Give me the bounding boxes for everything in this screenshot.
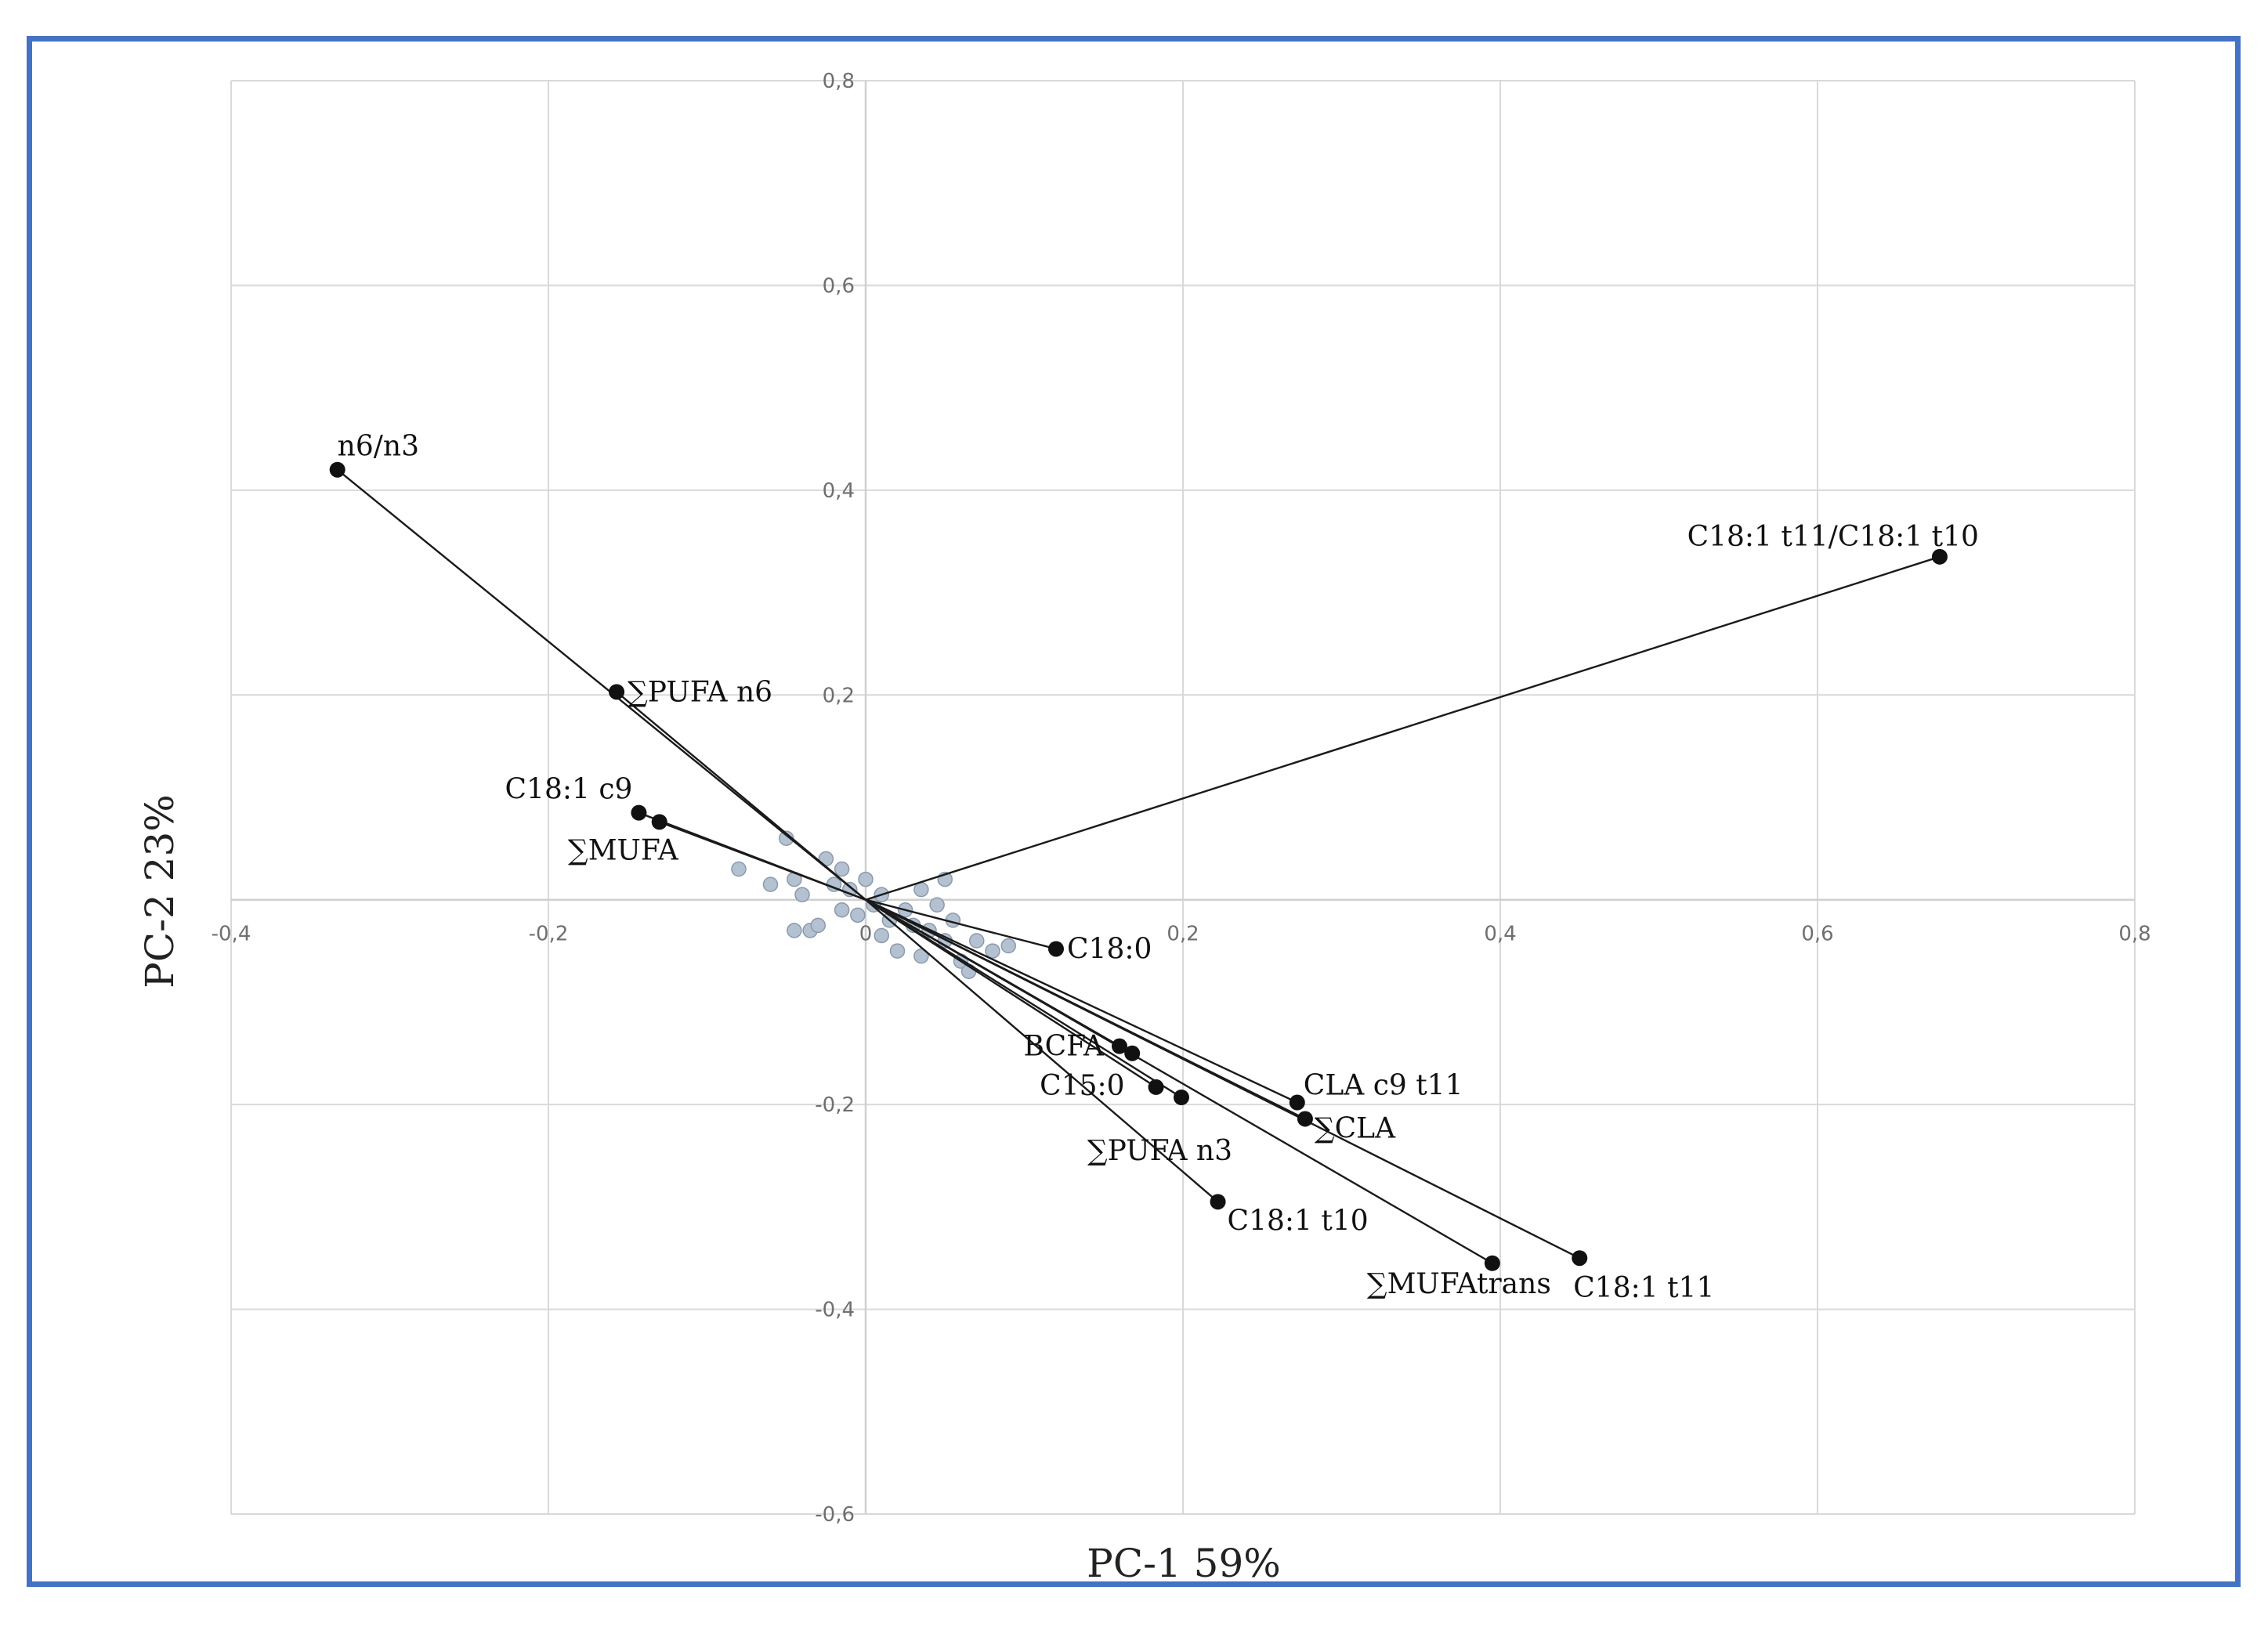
observation-point [834,861,850,877]
loading-point [1048,941,1064,957]
loading-point [1484,1255,1500,1271]
loading-label: ∑MUFA [568,834,679,866]
observation-point [889,943,906,959]
observation-point [969,933,985,949]
observation-point [810,917,826,934]
pca-biplot: -0,4 -0,2 0 0,2 0,4 0,6 0,8 -0,6 -0,4 -0,2 0,2 0,4 0… [137,70,2151,1581]
observation-point [913,948,929,964]
loading-vector [336,468,866,901]
observation-point [762,876,779,892]
loading-point [1289,1094,1305,1111]
loading-point [631,804,647,821]
loading-point [1297,1111,1313,1127]
y-tick-label: -0,2 [815,1093,855,1117]
x-tick-label: 0,4 [1484,923,1516,946]
observation-point [731,861,747,877]
loading-label: ∑CLA [1315,1112,1396,1144]
observation-point [985,943,1000,959]
loading-point [1112,1038,1127,1054]
x-tick-label: 0 [859,923,873,946]
loading-point [1173,1089,1189,1105]
loading-label: ∑PUFA n6 [628,676,772,708]
x-axis-title: PC-1 59% [1087,1541,1281,1581]
figure-frame: -0,4 -0,2 0 0,2 0,4 0,6 0,8 -0,6 -0,4 -0,2 0,2 0,4 0… [27,36,2241,1587]
x-tick-label: -0,4 [212,923,251,946]
loading-label: ∑MUFAtrans [1367,1268,1551,1300]
y-tick-label: 0,2 [823,684,855,707]
observation-point [850,907,866,923]
y-tick-label: -0,4 [815,1299,855,1322]
observation-point [858,871,874,887]
x-tick-label: 0,8 [2118,923,2150,946]
loading-point [329,461,345,478]
loading-vector [865,898,1182,1099]
loading-vector [865,898,1219,1203]
loading-vector [865,898,1298,1104]
observation-point [787,923,802,938]
y-tick-label: 0,4 [823,479,855,503]
loading-label: ∑PUFA n3 [1087,1135,1232,1167]
loading-point [651,814,667,830]
loading-point [609,684,625,700]
y-tick-label: -0,6 [815,1503,855,1527]
loading-point [1931,548,1948,565]
y-axis-title: PC-2 23% [137,794,183,988]
loading-label: n6/n3 [338,431,419,463]
x-tick-label: 0,2 [1167,923,1199,946]
loading-label: C18:1 t11/C18:1 t10 [1687,521,1979,553]
loading-point [1572,1250,1588,1267]
loading-label: C18:1 t11 [1573,1272,1714,1304]
y-tick-label: 0,8 [823,70,855,93]
observation-point [794,887,810,902]
loading-label: C18:1 t10 [1228,1205,1369,1237]
loading-point [1210,1194,1226,1210]
loading-point [1148,1079,1164,1095]
loading-label: C18:1 c9 [505,774,633,806]
observation-point [929,897,945,913]
loading-vector [659,821,866,901]
loading-point [1124,1045,1141,1061]
observation-point [834,902,850,918]
y-tick-label: 0,6 [823,274,855,298]
loading-vector [865,898,1493,1264]
loading-label: CLA c9 t11 [1304,1070,1463,1102]
loading-label: C18:0 [1067,933,1152,965]
loading-label: C15:0 [1040,1070,1124,1102]
loading-vector [865,555,1941,901]
x-tick-label: -0,2 [529,923,569,946]
loading-vector [865,898,1580,1260]
x-tick-label: 0,6 [1801,923,1833,946]
loading-label: BCFA [1023,1031,1105,1063]
loading-vector [616,691,866,901]
observation-point [874,927,889,944]
observation-point [1000,938,1016,954]
loading-vector [865,898,1057,950]
